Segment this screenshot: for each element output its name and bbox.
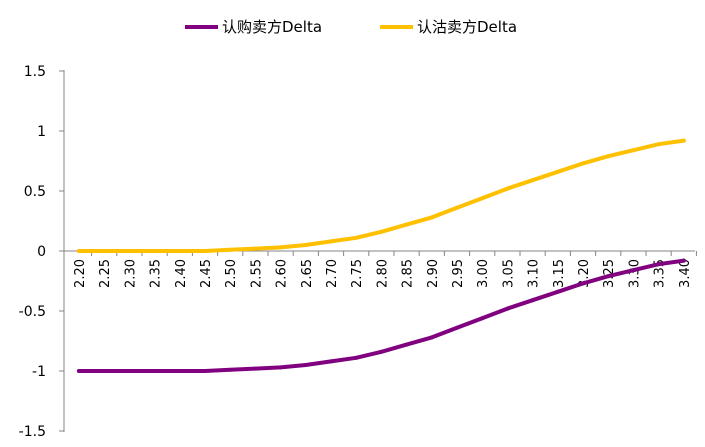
x-tick-label: 2.90	[426, 259, 441, 288]
x-tick-label: 3.00	[476, 259, 491, 288]
x-tick-label: 2.20	[73, 259, 88, 288]
legend: 认购卖方Delta 认沽卖方Delta	[185, 18, 517, 36]
x-tick-label: 2.45	[199, 259, 214, 288]
data-point-put-seller	[681, 138, 686, 143]
data-point-put-seller	[354, 235, 359, 240]
y-tick-label: 1.5	[24, 64, 46, 80]
data-point-put-seller	[228, 247, 233, 252]
data-point-put-seller	[455, 205, 459, 210]
data-point-call-seller	[203, 369, 207, 373]
y-tick-label: 1	[37, 124, 46, 140]
x-tick-label: 2.50	[224, 259, 239, 288]
data-point-put-seller	[253, 246, 258, 251]
x-tick-label: 3.30	[627, 259, 642, 288]
x-tick-label: 2.60	[275, 259, 290, 288]
data-point-call-seller	[404, 342, 409, 347]
data-point-put-seller	[278, 245, 283, 250]
x-tick-label: 3.10	[527, 259, 542, 288]
x-tick-label: 2.30	[123, 259, 138, 288]
data-point-put-seller	[656, 142, 661, 147]
data-point-put-seller	[631, 148, 636, 153]
data-point-put-seller	[379, 229, 384, 234]
data-point-call-seller	[102, 369, 107, 373]
data-point-put-seller	[177, 249, 182, 253]
data-point-call-seller	[606, 274, 611, 279]
data-point-call-seller	[505, 306, 510, 311]
x-tick-label: 3.05	[501, 259, 516, 288]
data-point-call-seller	[455, 325, 459, 330]
x-tick-label: 2.75	[350, 259, 365, 288]
x-tick-label: 3.40	[678, 259, 693, 288]
data-point-call-seller	[152, 369, 157, 373]
x-tick-label: 2.65	[300, 259, 315, 288]
y-tick-label: -1.5	[19, 424, 46, 440]
data-point-call-seller	[581, 281, 585, 286]
data-point-call-seller	[631, 268, 636, 273]
y-tick-label: 0.5	[24, 184, 46, 200]
y-tick-label: 0	[37, 244, 46, 260]
x-axis-ticks: 2.20 2.25 2.30 2.35 2.40 2.45 2.50 2.55 2.60 2.65…	[73, 251, 697, 288]
x-tick-label: 2.85	[401, 259, 416, 288]
data-point-put-seller	[530, 178, 535, 183]
data-point-put-seller	[480, 196, 485, 201]
data-point-call-seller	[530, 298, 535, 303]
data-point-put-seller	[429, 215, 434, 220]
data-point-put-seller	[203, 249, 207, 253]
data-point-put-seller	[102, 249, 107, 253]
data-point-put-seller	[329, 239, 333, 244]
x-tick-label: 2.40	[174, 259, 189, 288]
x-tick-label: 3.15	[552, 259, 567, 288]
y-tick-label: -0.5	[19, 304, 46, 320]
data-point-put-seller	[127, 249, 132, 253]
data-point-put-seller	[303, 243, 308, 247]
data-point-call-seller	[329, 359, 333, 364]
x-tick-label: 2.80	[375, 259, 390, 288]
data-point-put-seller	[505, 186, 510, 191]
data-point-put-seller	[555, 169, 560, 174]
x-tick-label: 3.25	[602, 259, 617, 288]
data-point-call-seller	[681, 258, 686, 263]
y-axis-ticks: 1.5 1 0.5 0 -0.5 -1 -1.5	[19, 64, 64, 440]
y-tick-label: -1	[32, 364, 46, 380]
x-tick-label: 2.35	[149, 259, 164, 288]
series-layer	[77, 138, 686, 373]
data-point-put-seller	[606, 154, 611, 159]
x-tick-label: 2.55	[249, 259, 264, 288]
data-point-call-seller	[429, 335, 434, 340]
x-tick-label: 2.70	[325, 259, 340, 288]
legend-label-call-seller: 认购卖方Delta	[222, 18, 322, 36]
data-point-put-seller	[581, 161, 585, 166]
data-point-call-seller	[253, 366, 258, 371]
data-point-call-seller	[354, 355, 359, 360]
data-point-call-seller	[177, 369, 182, 373]
data-point-put-seller	[404, 222, 409, 227]
data-point-call-seller	[77, 369, 81, 373]
data-point-put-seller	[77, 249, 81, 253]
data-point-call-seller	[278, 365, 283, 370]
data-point-call-seller	[303, 363, 308, 367]
legend-label-put-seller: 认沽卖方Delta	[417, 18, 517, 36]
series-line-put-seller	[77, 138, 686, 253]
data-point-call-seller	[127, 369, 132, 373]
data-point-put-seller	[152, 249, 157, 253]
x-tick-label: 2.95	[451, 259, 466, 288]
data-point-call-seller	[656, 262, 661, 267]
data-point-call-seller	[555, 289, 560, 294]
data-point-call-seller	[480, 316, 485, 321]
data-point-call-seller	[379, 349, 384, 354]
x-tick-label: 2.25	[98, 259, 113, 288]
data-point-call-seller	[228, 367, 233, 372]
